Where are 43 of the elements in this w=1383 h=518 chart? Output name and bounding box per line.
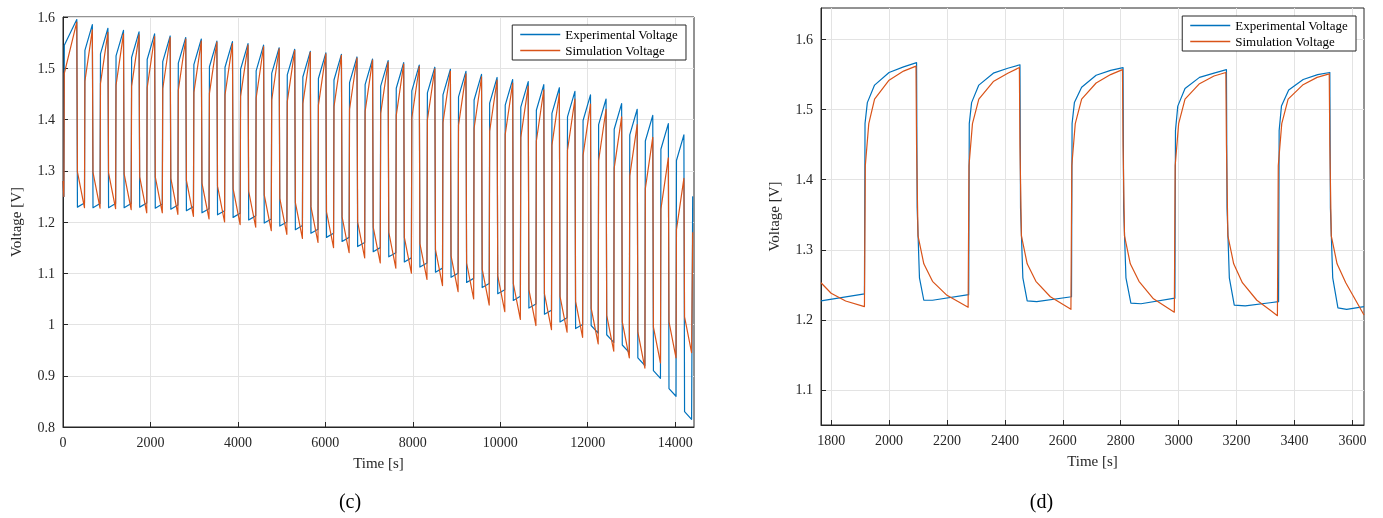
- text: (c): [338, 490, 362, 513]
- x-tick-label: 14000: [657, 434, 693, 450]
- legend-label: Simulation Voltage: [565, 43, 666, 58]
- y-tick-label: 1.6: [795, 32, 813, 48]
- legend-label: Experimental Voltage: [1235, 18, 1348, 33]
- y-tick-label: 0.8: [37, 419, 55, 435]
- x-tick-label: 2200: [932, 432, 961, 448]
- x-tick-label: 1800: [817, 432, 846, 448]
- y-tick-label: 1.1: [37, 265, 55, 281]
- x-tick-label: 2000: [136, 434, 165, 450]
- x-tick-label: 2400: [990, 432, 1019, 448]
- x-tick-label: 3400: [1280, 432, 1309, 448]
- y-tick-label: 1.2: [795, 312, 813, 328]
- x-axis-title: Time [s]: [353, 454, 404, 471]
- x-axis-title: Time [s]: [1067, 452, 1118, 469]
- y-tick-label: 1.5: [37, 60, 55, 76]
- text: (d): [1029, 490, 1054, 513]
- y-tick-label: 1.3: [37, 163, 55, 179]
- x-tick-label: 3200: [1222, 432, 1251, 448]
- x-tick-label: 8000: [398, 434, 427, 450]
- x-tick-label: 2000: [875, 432, 904, 448]
- y-tick-label: 1.4: [37, 112, 55, 127]
- y-tick-label: 1.1: [795, 382, 813, 398]
- x-tick-label: 0: [59, 434, 67, 450]
- x-tick-label: 6000: [311, 434, 340, 450]
- x-tick-label: 10000: [482, 434, 518, 450]
- legend-label: Simulation Voltage: [1235, 34, 1336, 49]
- y-tick-label: 1.2: [37, 214, 55, 230]
- y-axis-title: Voltage [V]: [765, 181, 782, 252]
- y-tick-label: 1.4: [795, 172, 813, 188]
- y-tick-label: 1.6: [37, 9, 55, 25]
- x-tick-label: 4000: [223, 434, 252, 450]
- y-tick-label: 0.9: [37, 368, 55, 384]
- y-axis-title: Voltage [V]: [7, 186, 24, 258]
- x-tick-label: 12000: [570, 434, 606, 450]
- x-tick-label: 3600: [1338, 432, 1367, 448]
- y-tick-label: 1: [48, 317, 55, 332]
- x-tick-label: 2800: [1106, 432, 1135, 448]
- x-tick-label: 2600: [1048, 432, 1077, 448]
- x-tick-label: 3000: [1164, 432, 1193, 448]
- y-tick-label: 1.3: [795, 242, 813, 258]
- legend-label: Experimental Voltage: [565, 27, 678, 42]
- y-tick-label: 1.5: [795, 102, 813, 118]
